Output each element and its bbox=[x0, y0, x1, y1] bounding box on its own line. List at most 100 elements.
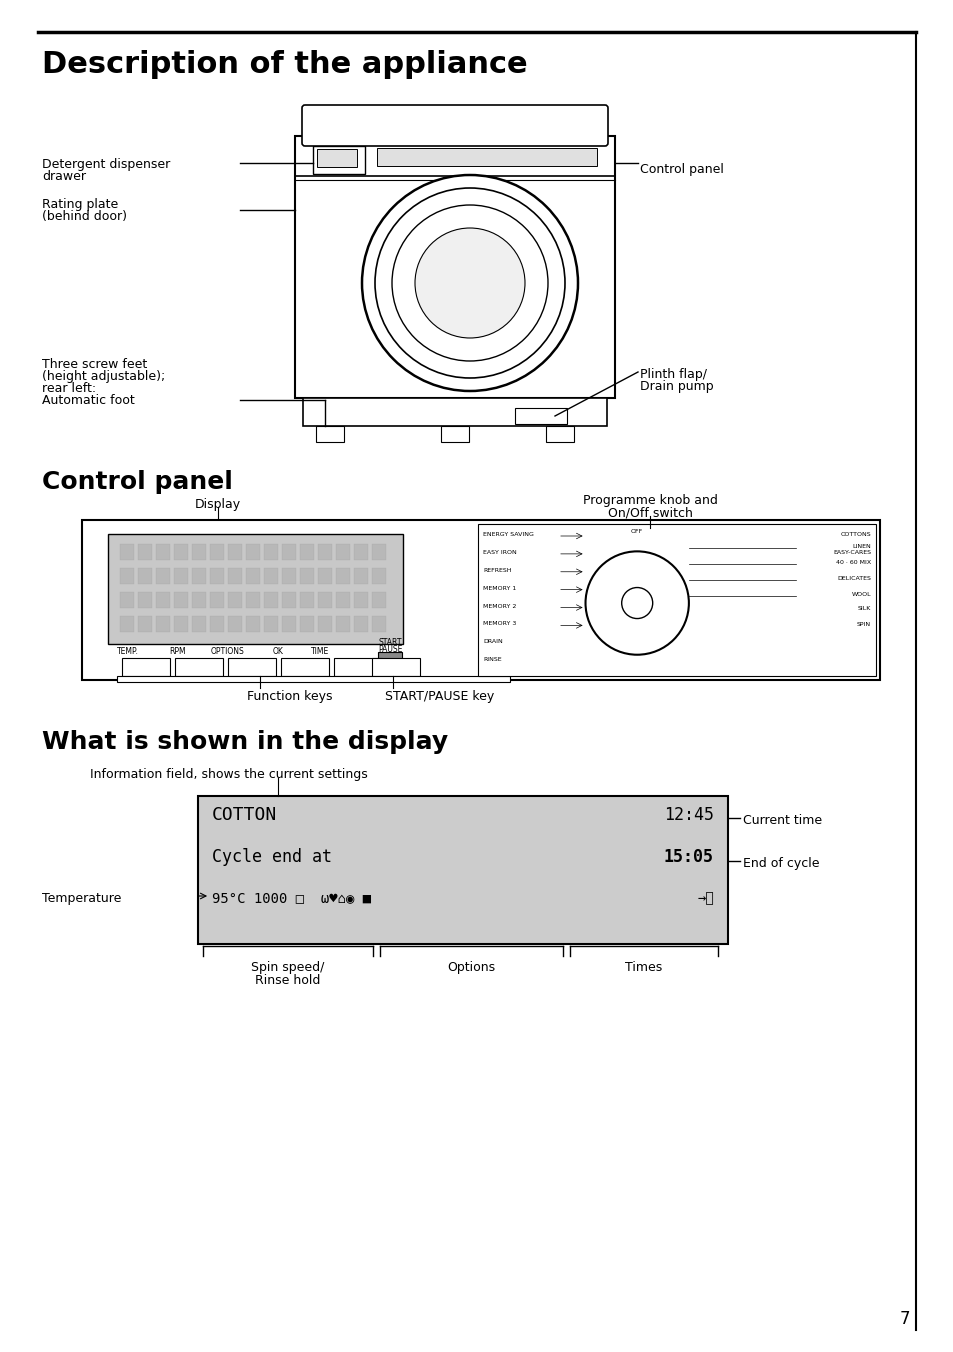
Text: TEMP.: TEMP. bbox=[117, 648, 139, 656]
Text: Detergent dispenser: Detergent dispenser bbox=[42, 158, 170, 170]
Text: Spin speed/: Spin speed/ bbox=[251, 961, 324, 973]
Text: DRAIN: DRAIN bbox=[482, 639, 502, 645]
Bar bbox=[228, 617, 242, 631]
Text: Control panel: Control panel bbox=[639, 164, 723, 176]
Bar bbox=[138, 592, 152, 608]
Text: 12:45: 12:45 bbox=[663, 806, 713, 823]
Text: LINEN
EASY-CARES: LINEN EASY-CARES bbox=[832, 544, 870, 554]
Text: rear left:: rear left: bbox=[42, 383, 96, 395]
Bar bbox=[282, 544, 295, 560]
Text: OPTIONS: OPTIONS bbox=[211, 648, 245, 656]
Text: Rinse hold: Rinse hold bbox=[255, 973, 320, 987]
Text: What is shown in the display: What is shown in the display bbox=[42, 730, 448, 754]
Circle shape bbox=[392, 206, 547, 361]
Text: Function keys: Function keys bbox=[247, 690, 333, 703]
Text: RPM: RPM bbox=[170, 648, 186, 656]
Text: Times: Times bbox=[625, 961, 662, 973]
Text: Current time: Current time bbox=[742, 814, 821, 827]
Bar bbox=[354, 592, 368, 608]
Text: (behind door): (behind door) bbox=[42, 210, 127, 223]
Bar bbox=[299, 568, 314, 584]
Text: (height adjustable);: (height adjustable); bbox=[42, 370, 165, 383]
Text: MEMORY 3: MEMORY 3 bbox=[482, 622, 516, 626]
Bar bbox=[120, 544, 133, 560]
Bar bbox=[335, 568, 350, 584]
Bar bbox=[156, 568, 170, 584]
Bar bbox=[173, 617, 188, 631]
Text: Options: Options bbox=[446, 961, 495, 973]
Text: Programme knob and: Programme knob and bbox=[582, 493, 717, 507]
Bar bbox=[210, 544, 224, 560]
Text: Information field, shows the current settings: Information field, shows the current set… bbox=[90, 768, 367, 781]
Text: SPIN: SPIN bbox=[856, 622, 870, 627]
FancyBboxPatch shape bbox=[302, 105, 607, 146]
Bar bbox=[372, 617, 386, 631]
Text: →⏻: →⏻ bbox=[697, 891, 713, 904]
Bar bbox=[173, 544, 188, 560]
Bar bbox=[313, 146, 365, 174]
Circle shape bbox=[375, 188, 564, 379]
Text: Three screw feet: Three screw feet bbox=[42, 358, 147, 370]
Bar bbox=[303, 397, 606, 426]
Text: 15:05: 15:05 bbox=[663, 848, 713, 867]
Bar bbox=[210, 617, 224, 631]
Bar bbox=[299, 592, 314, 608]
Circle shape bbox=[585, 552, 688, 654]
Bar bbox=[108, 534, 402, 644]
Text: Control panel: Control panel bbox=[42, 470, 233, 493]
Bar bbox=[335, 592, 350, 608]
Bar bbox=[192, 617, 206, 631]
Text: Description of the appliance: Description of the appliance bbox=[42, 50, 527, 78]
Bar bbox=[281, 658, 329, 676]
Text: PAUSE: PAUSE bbox=[377, 645, 402, 654]
Bar bbox=[156, 617, 170, 631]
Text: DELICATES: DELICATES bbox=[836, 576, 870, 581]
Bar bbox=[282, 568, 295, 584]
Bar bbox=[192, 592, 206, 608]
Text: RINSE: RINSE bbox=[482, 657, 501, 662]
Text: Display: Display bbox=[194, 498, 241, 511]
Text: 95°C 1000 □  ω♥⌂◉ ■: 95°C 1000 □ ω♥⌂◉ ■ bbox=[212, 891, 371, 904]
Bar bbox=[210, 568, 224, 584]
Bar bbox=[264, 592, 277, 608]
Bar bbox=[173, 568, 188, 584]
Bar bbox=[515, 408, 566, 425]
Bar bbox=[120, 568, 133, 584]
Bar bbox=[210, 592, 224, 608]
Text: ENERGY SAVING: ENERGY SAVING bbox=[482, 531, 534, 537]
Bar bbox=[376, 147, 597, 166]
Bar bbox=[138, 544, 152, 560]
Text: COTTONS: COTTONS bbox=[840, 531, 870, 537]
Text: Plinth flap/: Plinth flap/ bbox=[639, 368, 706, 381]
Bar bbox=[228, 568, 242, 584]
Bar bbox=[246, 592, 260, 608]
Bar bbox=[122, 658, 170, 676]
Bar bbox=[192, 568, 206, 584]
Bar bbox=[246, 617, 260, 631]
Bar bbox=[335, 617, 350, 631]
Circle shape bbox=[621, 588, 652, 619]
Text: START: START bbox=[377, 638, 401, 648]
Bar bbox=[294, 137, 615, 397]
Bar bbox=[173, 592, 188, 608]
Bar bbox=[440, 426, 469, 442]
Bar bbox=[335, 544, 350, 560]
Bar bbox=[372, 592, 386, 608]
Bar bbox=[117, 676, 510, 681]
Text: Temperature: Temperature bbox=[42, 892, 121, 904]
Bar bbox=[198, 796, 727, 944]
Bar bbox=[477, 525, 875, 676]
Text: MEMORY 1: MEMORY 1 bbox=[482, 585, 516, 591]
Text: End of cycle: End of cycle bbox=[742, 857, 819, 869]
Bar bbox=[282, 592, 295, 608]
Bar bbox=[228, 544, 242, 560]
Bar bbox=[228, 592, 242, 608]
Bar bbox=[317, 592, 332, 608]
Bar bbox=[354, 544, 368, 560]
Bar bbox=[156, 592, 170, 608]
Bar bbox=[372, 658, 419, 676]
Bar bbox=[315, 426, 344, 442]
Text: MEMORY 2: MEMORY 2 bbox=[482, 603, 516, 608]
Bar bbox=[354, 617, 368, 631]
Text: REFRESH: REFRESH bbox=[482, 568, 511, 573]
